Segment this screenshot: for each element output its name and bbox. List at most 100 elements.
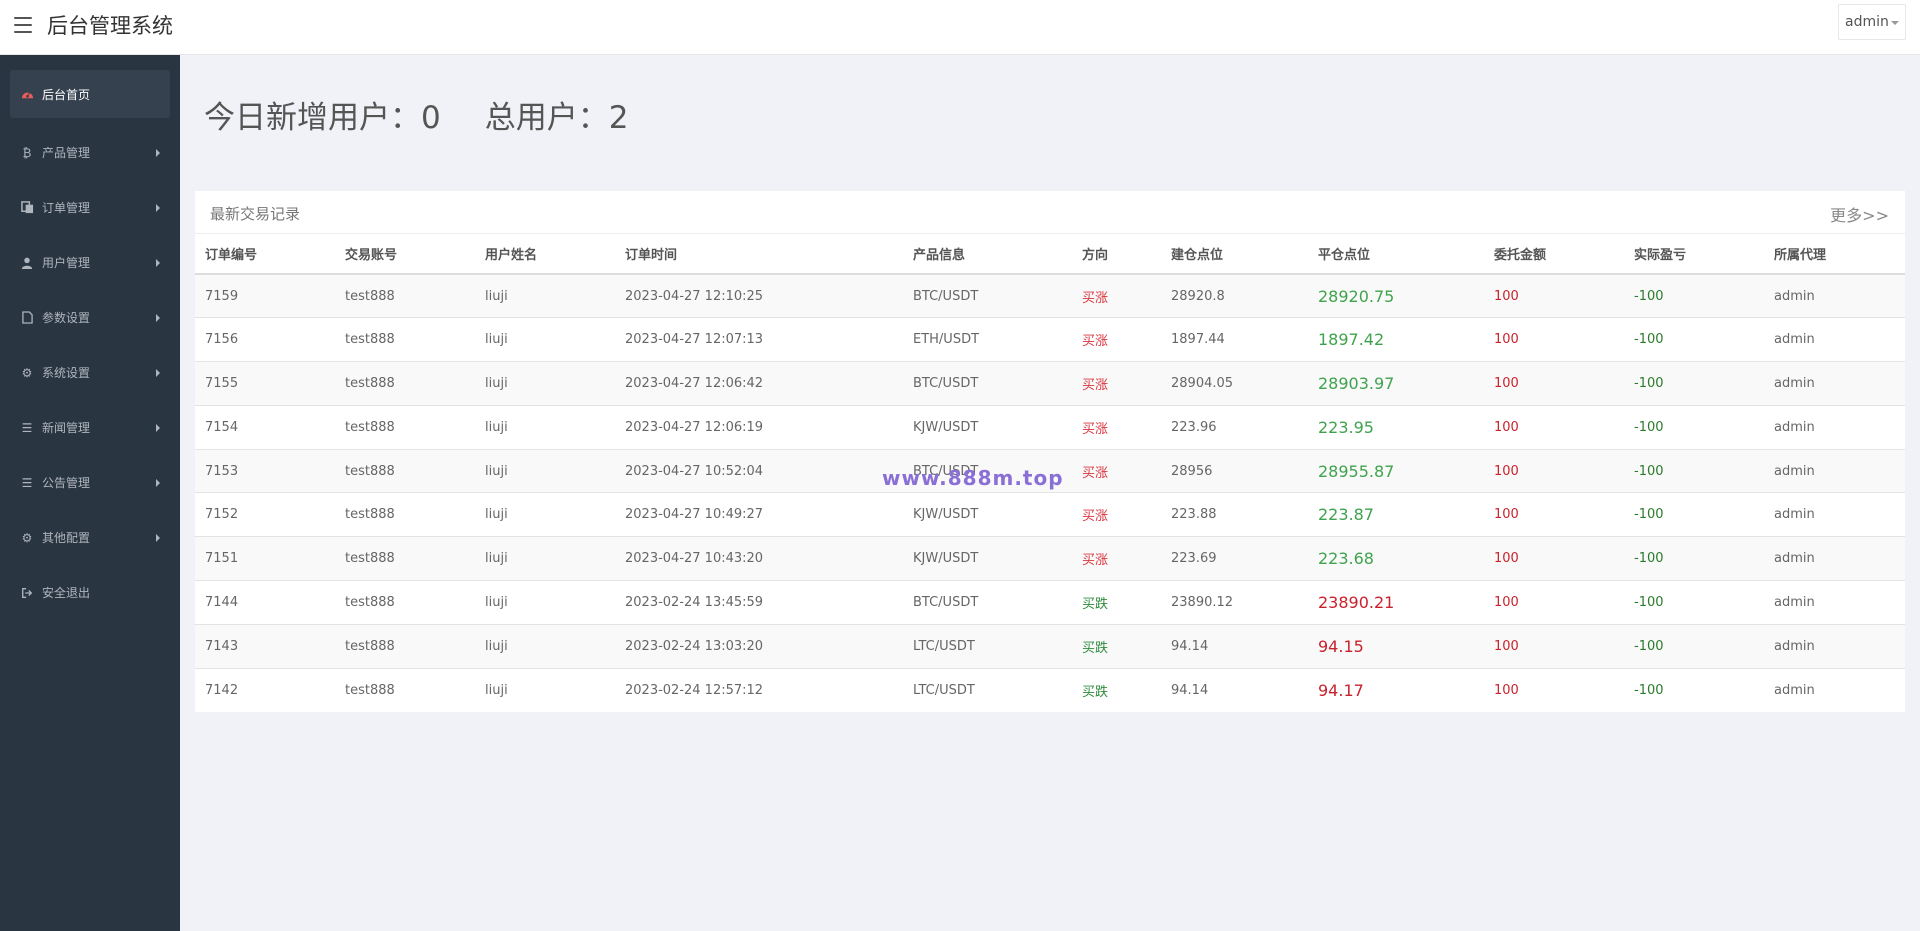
cell-trade-account: test888 (335, 667, 475, 712)
user-menu-dropdown[interactable]: admin (1838, 4, 1906, 40)
list-icon: ☰ (21, 475, 33, 490)
file-icon (20, 311, 34, 325)
cell-close-price: 23890.21 (1308, 580, 1484, 625)
sidebar-item-notices[interactable]: ☰ 公告管理 (0, 455, 180, 510)
cell-user-name: liuji (475, 536, 615, 581)
cell-order-id: 7155 (195, 361, 335, 406)
caret-right-icon (156, 478, 160, 487)
table-row: 7153 test888 liuji 2023-04-27 10:52:04 BTC/U… (195, 448, 1905, 493)
caret-right-icon (156, 533, 160, 542)
cell-order-time: 2023-04-27 10:43:20 (615, 536, 903, 581)
sidebar-item-other-config[interactable]: ⚙ 其他配置 (0, 510, 180, 565)
sidebar-item-news[interactable]: ☰ 新闻管理 (0, 400, 180, 455)
sidebar-item-dashboard[interactable]: 后台首页 (10, 70, 170, 118)
cell-close-price: 223.68 (1308, 536, 1484, 581)
cell-actual-pnl: -100 (1624, 623, 1764, 669)
cell-open-price: 94.14 (1161, 667, 1308, 712)
sign-out-icon (20, 586, 34, 600)
cell-agent: admin (1764, 361, 1905, 406)
table-row: 7143 test888 liuji 2023-02-24 13:03:20 LTC/U… (195, 623, 1905, 669)
copy-icon (20, 201, 34, 215)
cell-agent: admin (1764, 404, 1905, 450)
column-header: 产品信息 (903, 234, 1072, 275)
sidebar-item-users[interactable]: 用户管理 (0, 235, 180, 290)
user-stats: 今日新增用户：0 总用户：2 (204, 96, 628, 140)
cell-direction: 买涨 (1072, 273, 1161, 318)
cell-close-price: 28955.87 (1308, 448, 1484, 493)
dashboard-icon (20, 87, 34, 101)
total-users-stat: 总用户：2 (484, 100, 629, 136)
column-header: 实际盈亏 (1624, 234, 1764, 275)
cell-trade-account: test888 (335, 580, 475, 625)
column-header: 交易账号 (335, 234, 475, 275)
cell-close-price: 28903.97 (1308, 361, 1484, 406)
cell-open-price: 23890.12 (1161, 580, 1308, 625)
cell-order-time: 2023-04-27 12:10:25 (615, 273, 903, 318)
sidebar-item-label: 订单管理 (42, 201, 91, 215)
cell-order-amount: 100 (1484, 273, 1624, 318)
user-menu-label: admin (1845, 14, 1889, 30)
cell-direction: 买跌 (1072, 580, 1161, 625)
cell-order-time: 2023-02-24 13:45:59 (615, 580, 903, 625)
column-header: 所属代理 (1764, 234, 1905, 275)
cell-order-id: 7144 (195, 580, 335, 625)
sidebar-item-orders[interactable]: 订单管理 (0, 180, 180, 235)
column-header: 订单时间 (615, 234, 903, 275)
cell-actual-pnl: -100 (1624, 580, 1764, 625)
cell-direction: 买涨 (1072, 448, 1161, 493)
cell-user-name: liuji (475, 623, 615, 669)
sidebar-item-label: 其他配置 (42, 531, 91, 545)
table-row: 7155 test888 liuji 2023-04-27 12:06:42 BTC/U… (195, 361, 1905, 406)
sidebar-item-products[interactable]: ₿ 产品管理 (0, 125, 180, 180)
cell-user-name: liuji (475, 448, 615, 493)
top-header: 后台管理系统 admin (0, 0, 1920, 55)
cell-order-id: 7151 (195, 536, 335, 581)
sidebar: 后台首页 ₿ 产品管理 订单管理 用户管理 参数设置 ⚙ 系统设置 ☰ 新闻管理 (0, 55, 180, 931)
cell-open-price: 223.96 (1161, 404, 1308, 450)
sidebar-item-label: 用户管理 (42, 256, 91, 270)
menu-toggle-icon[interactable] (14, 17, 32, 33)
cell-order-id: 7156 (195, 317, 335, 362)
column-header: 委托金额 (1484, 234, 1624, 275)
more-link[interactable]: 更多>> (1830, 206, 1889, 225)
cell-order-time: 2023-02-24 12:57:12 (615, 667, 903, 712)
cell-actual-pnl: -100 (1624, 492, 1764, 537)
cell-close-price: 94.17 (1308, 667, 1484, 712)
gears-icon: ⚙ (21, 365, 33, 380)
cell-order-amount: 100 (1484, 667, 1624, 712)
cell-order-id: 7159 (195, 273, 335, 318)
cell-actual-pnl: -100 (1624, 361, 1764, 406)
cell-order-amount: 100 (1484, 492, 1624, 537)
cell-actual-pnl: -100 (1624, 317, 1764, 362)
sidebar-item-logout[interactable]: 安全退出 (0, 565, 180, 620)
sidebar-item-params[interactable]: 参数设置 (0, 290, 180, 345)
cell-product-info: KJW/USDT (903, 492, 1072, 537)
caret-down-icon (1891, 21, 1899, 25)
cell-direction: 买涨 (1072, 536, 1161, 581)
table-row: 7151 test888 liuji 2023-04-27 10:43:20 KJW/U… (195, 536, 1905, 581)
cell-open-price: 94.14 (1161, 623, 1308, 669)
cell-product-info: LTC/USDT (903, 623, 1072, 669)
cell-order-id: 7142 (195, 667, 335, 712)
cell-agent: admin (1764, 536, 1905, 581)
cell-open-price: 28904.05 (1161, 361, 1308, 406)
table-row: 7142 test888 liuji 2023-02-24 12:57:12 LTC/U… (195, 667, 1905, 712)
cell-trade-account: test888 (335, 273, 475, 318)
cell-product-info: KJW/USDT (903, 536, 1072, 581)
cell-order-time: 2023-04-27 12:07:13 (615, 317, 903, 362)
sidebar-item-label: 公告管理 (42, 476, 91, 490)
cell-direction: 买跌 (1072, 667, 1161, 712)
cell-product-info: BTC/USDT (903, 273, 1072, 318)
sidebar-item-label: 产品管理 (42, 146, 91, 160)
table-row: 7156 test888 liuji 2023-04-27 12:07:13 ETH/U… (195, 317, 1905, 362)
gear-icon: ⚙ (21, 530, 33, 545)
cell-user-name: liuji (475, 667, 615, 712)
cell-actual-pnl: -100 (1624, 448, 1764, 493)
cell-order-time: 2023-04-27 12:06:42 (615, 361, 903, 406)
recent-trades-panel: 最新交易记录 更多>> 订单编号 交易账号 用户姓名 订单时间 产品信息 方向 建仓点位 平仓… (195, 191, 1905, 712)
cell-product-info: KJW/USDT (903, 404, 1072, 450)
cell-open-price: 223.88 (1161, 492, 1308, 537)
cell-direction: 买涨 (1072, 404, 1161, 450)
sidebar-item-system[interactable]: ⚙ 系统设置 (0, 345, 180, 400)
cell-user-name: liuji (475, 273, 615, 318)
